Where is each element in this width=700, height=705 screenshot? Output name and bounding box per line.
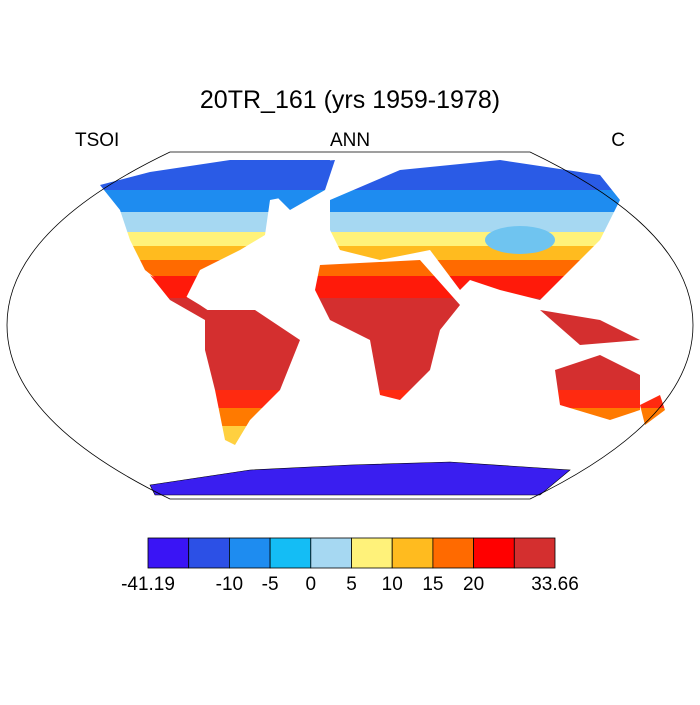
- colorbar-box: [228, 537, 271, 569]
- colorbar-box: [391, 537, 434, 569]
- right-label: C: [611, 130, 625, 151]
- colorbar-label: 33.66: [531, 574, 579, 595]
- colorbar-box: [188, 537, 230, 569]
- colorbar-label: -5: [262, 574, 279, 595]
- colorbar-box: [513, 537, 556, 569]
- colorbar-box: [432, 537, 474, 569]
- colorbar-box: [473, 537, 515, 569]
- map-title: 20TR_161 (yrs 1959-1978): [200, 86, 500, 114]
- colorbar-label: -41.19: [121, 574, 175, 595]
- colorbar-box: [351, 537, 393, 569]
- colorbar-label: 10: [382, 574, 403, 595]
- colorbar-box: [147, 537, 190, 569]
- center-label: ANN: [330, 130, 370, 151]
- colorbar-label: 15: [422, 574, 443, 595]
- colorbar-box: [269, 537, 312, 569]
- left-label: TSOI: [75, 130, 119, 151]
- colorbar-label: -10: [216, 574, 243, 595]
- colorbar-label: 20: [463, 574, 484, 595]
- colorbar-box: [310, 537, 352, 569]
- antarctica: [149, 461, 571, 496]
- colorbar-label: 5: [346, 574, 357, 595]
- temperature-field: [100, 160, 665, 445]
- colorbar-label: 0: [306, 574, 317, 595]
- colorbar: -41.19 -10 -5 0 5 10 15 20 33.66: [121, 537, 579, 595]
- map-outline: [6, 151, 694, 500]
